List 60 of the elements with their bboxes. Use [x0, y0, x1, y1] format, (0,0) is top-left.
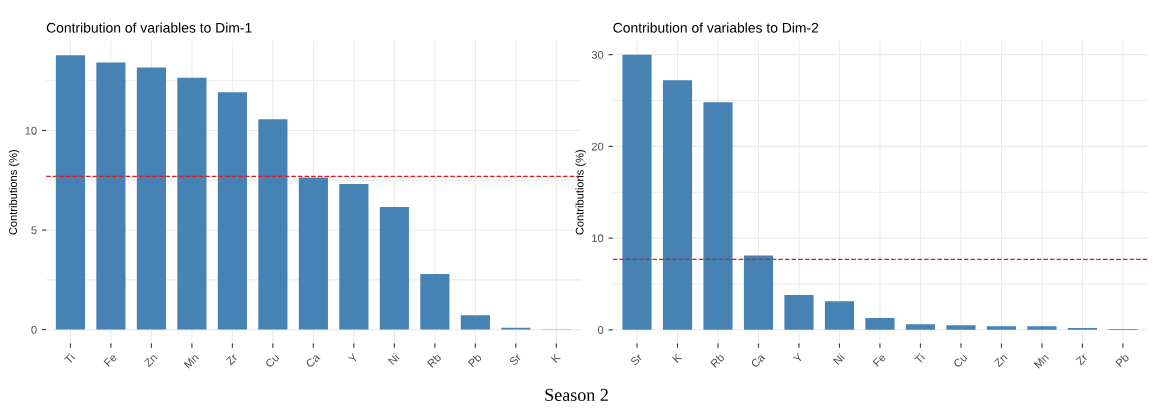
x-tick-label: Zr	[225, 353, 238, 366]
x-tick-label: K	[551, 352, 561, 363]
bar	[460, 315, 490, 330]
bar	[136, 67, 166, 330]
x-tick-label: Rb	[709, 352, 725, 368]
y-axis-title: Contributions (%)	[8, 150, 20, 235]
bar	[258, 119, 288, 330]
x-tick-label: Ti	[913, 353, 926, 365]
bar	[298, 177, 328, 330]
bar	[622, 54, 652, 330]
bar	[339, 184, 369, 330]
x-tick-label: Ca	[750, 352, 766, 368]
bar	[217, 92, 247, 330]
x-tick-label: Ni	[387, 353, 400, 366]
x-tick-label: Fe	[872, 353, 887, 367]
x-tick-label: Zr	[1075, 353, 1089, 366]
chart-title: Contribution of variables to Dim-1	[46, 22, 252, 33]
bar	[824, 301, 855, 330]
y-axis-title: Contributions (%)	[575, 150, 586, 235]
x-tick-label: Cu	[952, 353, 968, 368]
y-tick-label: 10	[25, 126, 37, 135]
bar	[946, 325, 976, 330]
y-tick-label: 0	[31, 325, 37, 334]
x-tick-label: Mn	[1033, 353, 1049, 369]
bar	[743, 255, 774, 330]
bar	[55, 55, 85, 330]
x-tick-label: Zn	[143, 353, 158, 368]
x-tick-label: Rb	[426, 352, 442, 368]
text: Season 2	[545, 388, 608, 401]
x-tick-label: Sr	[629, 352, 643, 366]
bar	[177, 77, 207, 330]
x-tick-label: Y	[793, 353, 804, 364]
bar	[420, 274, 450, 330]
x-tick-label: Pb	[1115, 352, 1130, 368]
bar	[379, 206, 409, 330]
x-tick-label: Ca	[305, 352, 321, 368]
chart-title: Contribution of variables to Dim-2	[613, 22, 819, 33]
bar	[662, 80, 693, 330]
bar	[905, 324, 936, 330]
y-tick-label: 5	[31, 226, 37, 235]
x-tick-label: Ni	[832, 353, 845, 366]
bar	[865, 317, 895, 330]
x-tick-label: Y	[348, 353, 359, 364]
y-tick-label: 30	[591, 50, 604, 59]
bar	[1027, 326, 1057, 330]
x-tick-label: Cu	[264, 353, 280, 368]
x-tick-label: Mn	[183, 353, 199, 369]
x-tick-label: Ti	[63, 353, 76, 365]
y-tick-label: 0	[597, 326, 604, 334]
y-tick-label: 10	[592, 234, 604, 243]
x-tick-label: Zn	[993, 353, 1008, 368]
bar	[784, 294, 814, 330]
bar	[96, 62, 126, 330]
x-tick-label: Fe	[103, 353, 118, 367]
x-tick-label: Pb	[467, 352, 482, 368]
bar	[703, 102, 733, 330]
x-tick-label: K	[672, 352, 683, 363]
y-tick-label: 20	[591, 142, 604, 151]
bar	[986, 326, 1017, 330]
x-tick-label: Sr	[508, 352, 522, 366]
